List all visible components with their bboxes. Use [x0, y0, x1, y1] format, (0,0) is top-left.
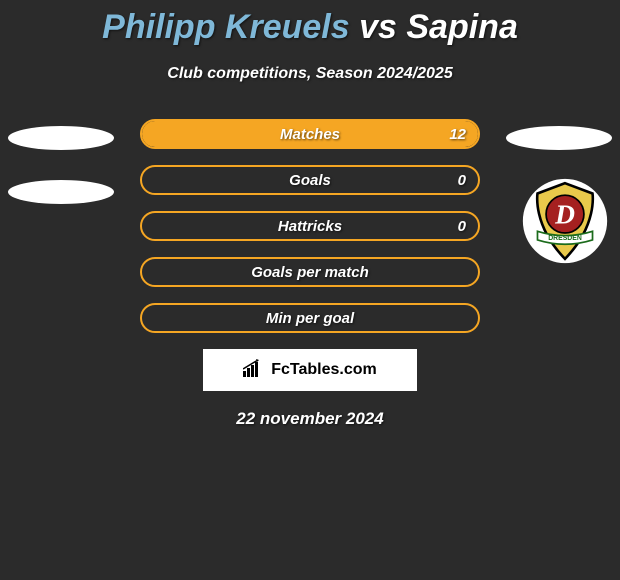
dynamo-dresden-badge-icon: D DRESDEN — [522, 178, 608, 264]
player2-name: Sapina — [406, 8, 517, 46]
brand-box[interactable]: FcTables.com — [203, 349, 417, 391]
player2-club-badge: D DRESDEN — [522, 178, 608, 264]
stat-label: Min per goal — [266, 310, 354, 327]
subtitle: Club competitions, Season 2024/2025 — [0, 65, 620, 83]
stat-label: Matches — [280, 126, 340, 143]
stat-row-goals-per-match: Goals per match — [140, 257, 480, 287]
date-text: 22 november 2024 — [0, 409, 620, 429]
stat-label: Hattricks — [278, 218, 342, 235]
bar-chart-icon — [243, 359, 265, 382]
stat-row-hattricks: Hattricks 0 — [140, 211, 480, 241]
stat-value: 0 — [458, 172, 466, 189]
stat-row-matches: Matches 12 — [140, 119, 480, 149]
player2-photo-placeholder — [506, 126, 612, 150]
stat-row-min-per-goal: Min per goal — [140, 303, 480, 333]
vs-text: vs — [359, 8, 397, 46]
svg-text:DRESDEN: DRESDEN — [548, 235, 582, 242]
stat-row-goals: Goals 0 — [140, 165, 480, 195]
player1-club-placeholder — [8, 180, 114, 204]
svg-text:D: D — [554, 199, 575, 230]
stat-value: 0 — [458, 218, 466, 235]
stats-container: Matches 12 Goals 0 Hattricks 0 Goals per… — [140, 119, 480, 333]
player1-name: Philipp Kreuels — [102, 8, 350, 46]
brand-text: FcTables.com — [271, 361, 377, 379]
stat-label: Goals — [289, 172, 331, 189]
player1-photo-placeholder — [8, 126, 114, 150]
comparison-title: Philipp Kreuels vs Sapina — [0, 0, 620, 47]
stat-label: Goals per match — [251, 264, 369, 281]
stat-value: 12 — [449, 126, 466, 143]
